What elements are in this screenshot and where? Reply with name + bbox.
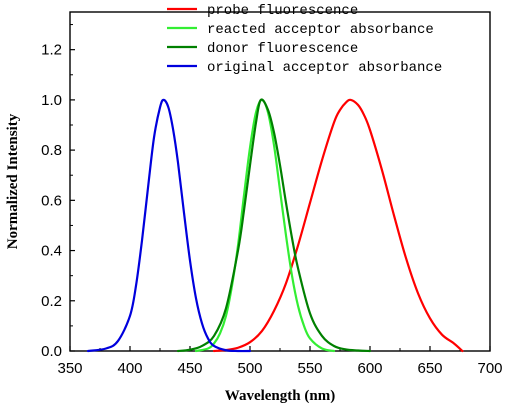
- series-layer: [86, 98, 464, 353]
- x-tick-label: 450: [177, 360, 202, 377]
- series-line-3: [176, 98, 372, 353]
- series-line-4: [86, 98, 252, 353]
- legend: probe fluorescence reacted acceptor absor…: [167, 3, 442, 76]
- series-line-2: [194, 98, 336, 353]
- x-tick-label: 700: [477, 360, 502, 377]
- x-tick-label: 600: [357, 360, 382, 377]
- x-tick-label: 650: [417, 360, 442, 377]
- y-tick-label: 0.6: [41, 192, 62, 209]
- x-tick-label: 350: [57, 360, 82, 377]
- y-axis-title: Normalized Intensity: [5, 113, 21, 249]
- y-tick-label: 0.0: [41, 343, 62, 360]
- y-tick-label: 0.4: [41, 243, 62, 260]
- legend-label: donor fluorescence: [207, 41, 358, 57]
- x-axis-title: Wavelength (nm): [225, 388, 335, 404]
- y-axis: 0.0 0.2 0.4 0.6 0.8 1.0 1.2: [41, 24, 75, 360]
- series-line-1: [212, 98, 464, 353]
- legend-label: original acceptor absorbance: [207, 60, 442, 76]
- legend-label: probe fluorescence: [207, 3, 358, 19]
- x-tick-label: 550: [297, 360, 322, 377]
- y-tick-label: 0.8: [41, 142, 62, 159]
- x-tick-label: 500: [237, 360, 262, 377]
- x-tick-label: 400: [117, 360, 142, 377]
- y-tick-label: 1.2: [41, 42, 62, 59]
- y-tick-label: 1.0: [41, 92, 62, 109]
- y-tick-label: 0.2: [41, 293, 62, 310]
- legend-label: reacted acceptor absorbance: [207, 22, 434, 38]
